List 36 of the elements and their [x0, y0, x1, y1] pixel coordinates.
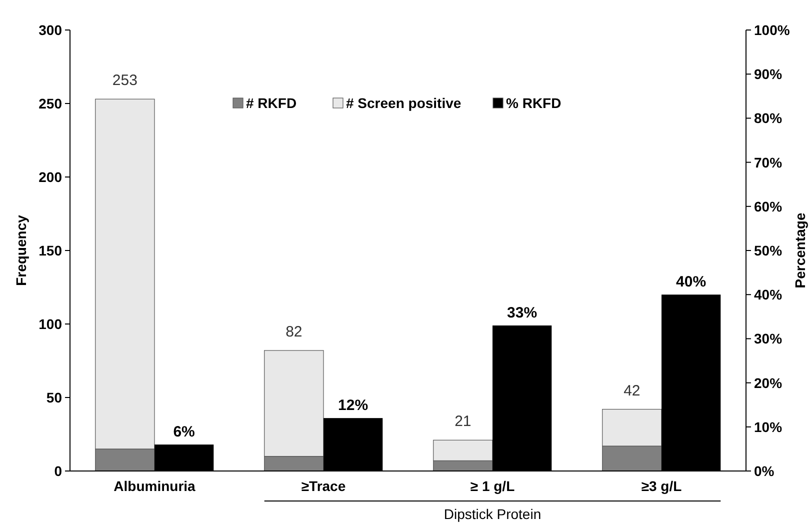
y-tick-label: 250	[38, 96, 62, 112]
legend-label: # Screen positive	[346, 95, 462, 111]
y-tick-label: 150	[38, 242, 62, 258]
x-tick-label: ≥ 1 g/L	[470, 478, 516, 494]
y2-tick-label: 60%	[754, 198, 783, 214]
y2-tick-label: 0%	[754, 463, 775, 479]
legend-label: # RKFD	[246, 95, 297, 111]
data-label: 6%	[173, 424, 195, 441]
x-tick-label: Albuminuria	[114, 478, 196, 494]
total-label: 42	[624, 382, 640, 400]
data-label: 40%	[676, 274, 706, 291]
y-tick-label: 0	[54, 463, 62, 479]
y2-tick-label: 30%	[754, 330, 783, 347]
y2-tick-label: 80%	[754, 110, 783, 126]
total-label: 82	[286, 323, 302, 340]
y2-axis-title: Percentage	[792, 212, 808, 288]
legend-label: % RKFD	[506, 95, 562, 111]
y2-tick-label: 10%	[754, 418, 783, 435]
x-tick-label: ≥Trace	[301, 478, 346, 494]
y2-tick-label: 40%	[754, 286, 783, 303]
y-tick-label: 300	[38, 22, 62, 38]
y2-tick-label: 20%	[754, 374, 783, 391]
x-tick-label: ≥3 g/L	[641, 478, 682, 494]
total-label: 253	[112, 72, 138, 90]
data-label: 33%	[507, 304, 538, 322]
y-axis-title: Frequency	[13, 214, 29, 286]
y-tick-label: 200	[38, 169, 62, 185]
data-label: 12%	[338, 397, 368, 414]
total-label: 21	[454, 413, 472, 430]
y2-tick-label: 70%	[754, 154, 783, 170]
text: Dipstick Protein	[444, 506, 542, 522]
y-tick-label: 100	[38, 316, 62, 332]
y2-tick-label: 90%	[754, 66, 783, 82]
y2-tick-label: 50%	[754, 242, 783, 258]
y2-tick-label: 100%	[754, 22, 790, 38]
y-tick-label: 50	[46, 390, 62, 406]
